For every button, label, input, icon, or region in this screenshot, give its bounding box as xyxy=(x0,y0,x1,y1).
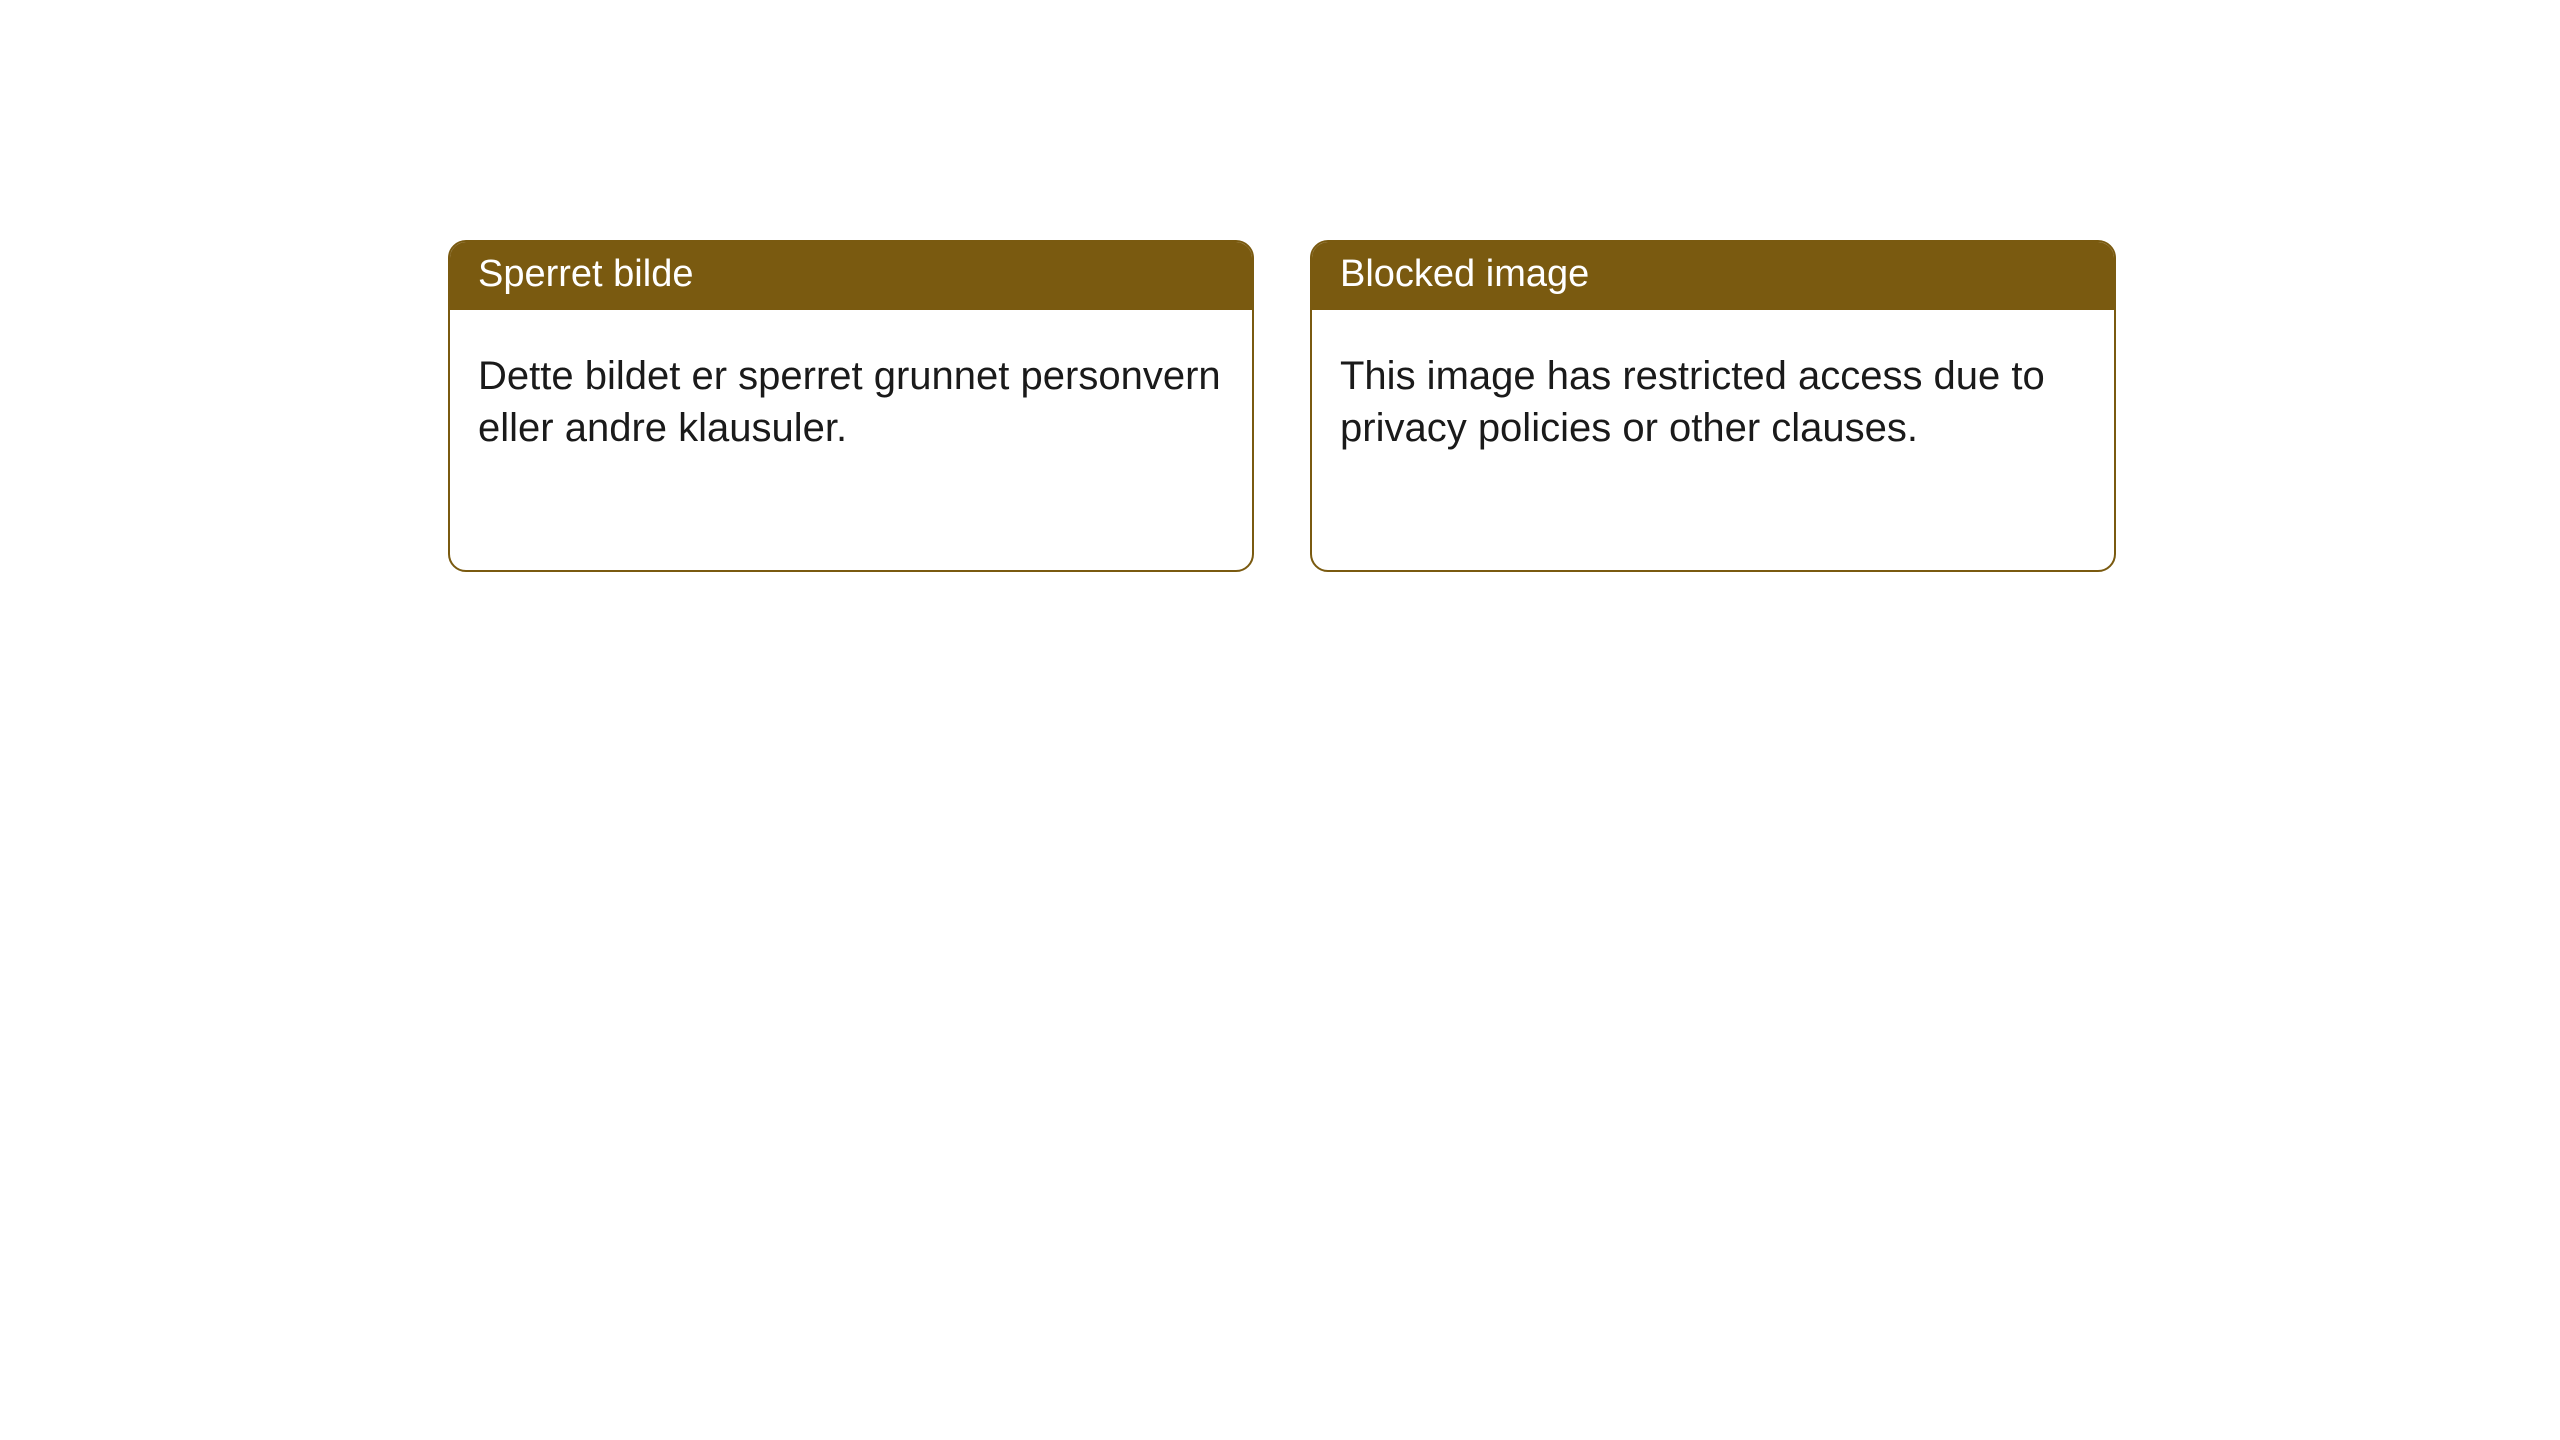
notice-card-norwegian: Sperret bilde Dette bildet er sperret gr… xyxy=(448,240,1254,572)
notice-card-english: Blocked image This image has restricted … xyxy=(1310,240,2116,572)
notice-title-english: Blocked image xyxy=(1312,242,2114,310)
notice-body-english: This image has restricted access due to … xyxy=(1312,310,2114,482)
notice-cards-container: Sperret bilde Dette bildet er sperret gr… xyxy=(448,240,2116,572)
notice-title-norwegian: Sperret bilde xyxy=(450,242,1252,310)
notice-body-norwegian: Dette bildet er sperret grunnet personve… xyxy=(450,310,1252,482)
